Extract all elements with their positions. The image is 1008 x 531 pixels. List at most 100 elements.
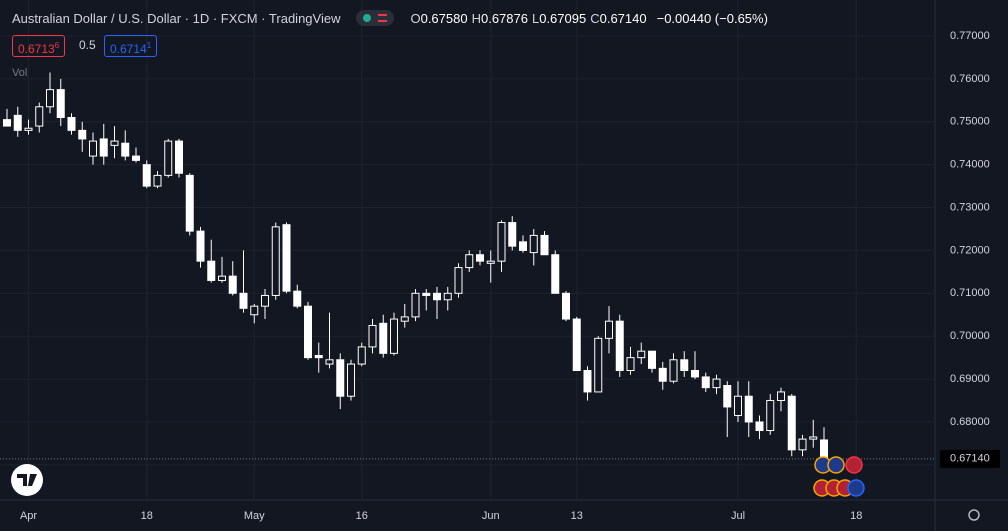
candle-body (164, 140, 173, 176)
spread: 0.5 (79, 38, 96, 52)
settings-icon[interactable] (968, 509, 980, 521)
candle-body (132, 155, 140, 161)
legend-value: 0.67876 (480, 10, 528, 26)
candle-body (744, 395, 753, 423)
candle-body (153, 174, 162, 187)
legend-key: C (590, 10, 600, 26)
candle-body (78, 129, 87, 140)
candle-body (325, 359, 334, 365)
candle-body (809, 436, 818, 440)
candle-body (551, 254, 560, 294)
candle-body (766, 400, 775, 432)
candle-body (529, 234, 538, 254)
candle-body (798, 438, 807, 451)
bid-pip: 6 (54, 41, 60, 50)
candle-body (648, 350, 656, 369)
candle-body (486, 260, 495, 264)
y-tick-label: 0.76000 (950, 73, 990, 85)
candle-body (336, 359, 345, 397)
candle-body (433, 292, 441, 301)
volume-label: Vol (12, 67, 28, 79)
event-icon[interactable] (845, 456, 863, 474)
candle-body (777, 391, 785, 402)
ask-price: 0.6714 (110, 42, 147, 56)
candle-body (755, 421, 764, 432)
candle-body (196, 230, 205, 262)
y-tick-label: 0.68000 (950, 416, 990, 428)
event-icon[interactable] (827, 456, 845, 474)
candle-body (465, 254, 474, 269)
candle-body (422, 292, 431, 296)
x-tick-label: 18 (850, 510, 862, 522)
candle-body (658, 367, 667, 382)
legend-value: 0.67580 (420, 10, 468, 26)
bid-price: 0.6713 (18, 42, 55, 56)
last-price-box (940, 449, 1000, 468)
candle-body (293, 290, 302, 307)
candle-body (357, 346, 366, 365)
y-tick-label: 0.70000 (950, 330, 990, 342)
candle-body (583, 369, 592, 393)
candle-body (712, 378, 721, 389)
candle-body (175, 140, 183, 174)
buy-box[interactable]: 0.67141 (104, 35, 158, 57)
candle-body (497, 222, 506, 262)
event-icons (813, 456, 865, 497)
candle-body (271, 226, 280, 296)
candle-body (110, 140, 119, 146)
candle-body (626, 357, 635, 371)
y-tick-label: 0.77000 (950, 30, 990, 42)
candle-body (691, 369, 699, 378)
candle-body (13, 114, 22, 131)
candle-body (99, 138, 108, 157)
candle-body (368, 324, 377, 348)
symbol-title: Australian Dollar / U.S. Dollar · 1D · F… (12, 10, 341, 26)
candle-body (379, 322, 388, 354)
candle-body (637, 350, 646, 359)
candle-body (35, 106, 44, 127)
candle-body (669, 359, 678, 382)
candle-body (24, 127, 33, 131)
x-tick-label: May (244, 510, 265, 522)
candle-body (239, 292, 248, 309)
x-tick-label: 16 (356, 510, 368, 522)
candle-body (250, 305, 259, 316)
candle-body (207, 260, 216, 281)
x-tick-label: Jul (731, 510, 745, 522)
candle-body (572, 318, 581, 371)
candle-body (304, 305, 312, 359)
y-tick-label: 0.72000 (950, 244, 990, 256)
candle-body (390, 318, 398, 354)
candle-body (228, 275, 237, 294)
y-tick-label: 0.71000 (950, 287, 990, 299)
candle-body (787, 395, 796, 451)
grid (0, 0, 935, 500)
candle-body (282, 224, 291, 292)
ask-pip: 1 (146, 41, 152, 50)
x-tick-label: 18 (141, 510, 153, 522)
candle-body (347, 363, 355, 397)
candle-body (443, 292, 452, 301)
x-tick-label: Jun (482, 510, 500, 522)
candle-body (701, 376, 710, 389)
candle-body (508, 222, 517, 247)
ohlc-legend: O0.67580 H0.67876 L0.67095 C0.67140 (410, 11, 650, 26)
candle-body (476, 254, 484, 262)
market-status[interactable] (356, 10, 395, 26)
candle-body (46, 89, 54, 108)
candle-body (67, 116, 76, 131)
axes: 0.670000.680000.690000.700000.710000.720… (20, 30, 1000, 522)
y-tick-label: 0.69000 (950, 373, 990, 385)
event-icon[interactable] (847, 479, 865, 497)
candle-body (400, 316, 409, 322)
candle-body (562, 292, 570, 320)
tradingview-logo[interactable] (11, 464, 43, 496)
sell-box[interactable]: 0.67136 (12, 35, 66, 57)
x-tick-label: Apr (20, 510, 37, 522)
candle-body (605, 320, 613, 339)
x-tick-label: 13 (571, 510, 583, 522)
y-tick-label: 0.73000 (950, 201, 990, 213)
candle-body (519, 241, 527, 251)
